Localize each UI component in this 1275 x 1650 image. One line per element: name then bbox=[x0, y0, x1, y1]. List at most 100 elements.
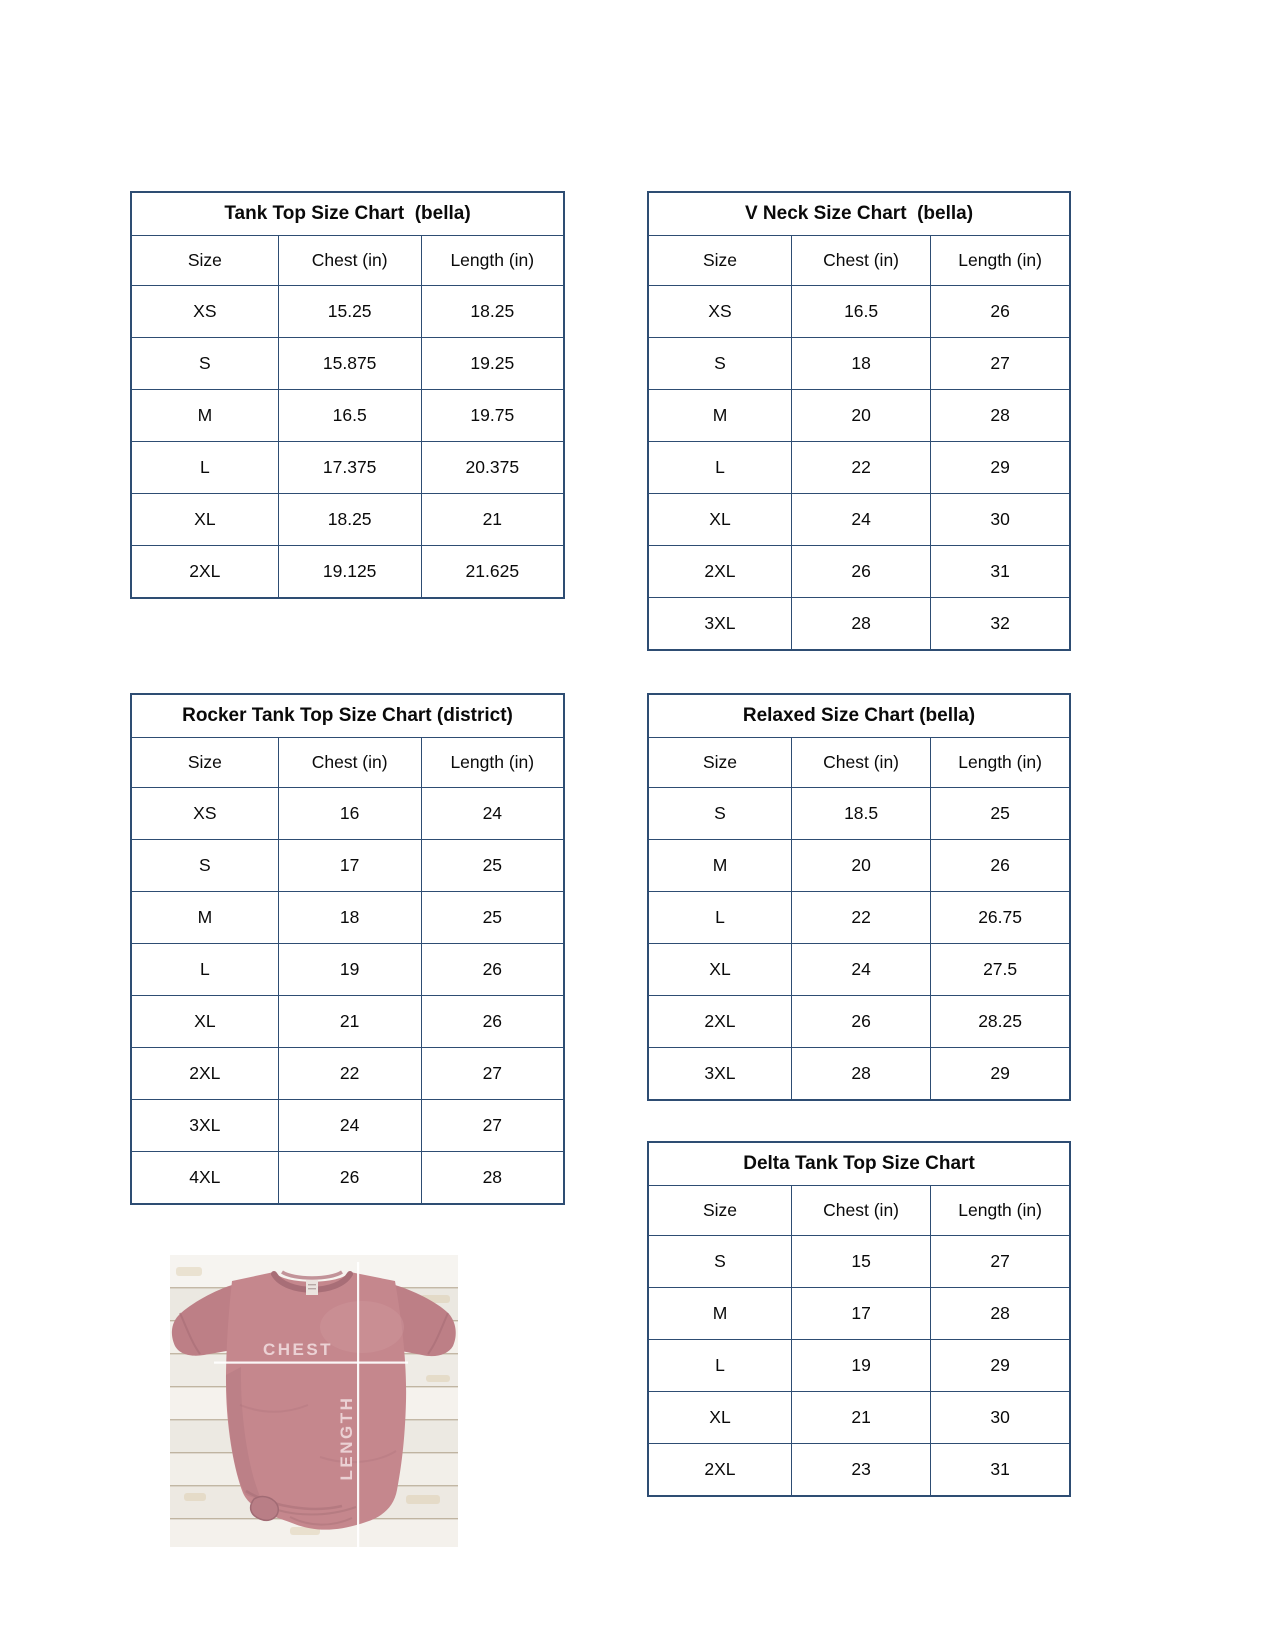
column-header: Chest (in) bbox=[790, 1185, 932, 1236]
size-cell: S bbox=[130, 337, 279, 390]
chest-cell: 21 bbox=[790, 1391, 932, 1444]
size-cell: M bbox=[647, 1287, 792, 1340]
chest-cell: 24 bbox=[790, 943, 932, 996]
chest-cell: 28 bbox=[790, 1047, 932, 1101]
table-title-row: Tank Top Size Chart (bella) bbox=[130, 191, 565, 236]
chest-cell: 15 bbox=[790, 1235, 932, 1288]
table-row: 2XL 26 28.25 bbox=[647, 995, 1071, 1048]
size-cell: S bbox=[647, 1235, 792, 1288]
length-cell: 29 bbox=[930, 441, 1071, 494]
relaxed-size-chart-table: Relaxed Size Chart (bella) Size Chest (in)… bbox=[647, 693, 1071, 1101]
length-cell: 27 bbox=[930, 337, 1071, 390]
length-cell: 24 bbox=[420, 787, 565, 840]
table-row: S 17 25 bbox=[130, 839, 565, 892]
table-header-row: Size Chest (in) Length (in) bbox=[130, 235, 565, 286]
table-row: 3XL 24 27 bbox=[130, 1099, 565, 1152]
shirt-measurement-illustration: CHEST LENGTH bbox=[170, 1255, 458, 1547]
column-header: Size bbox=[647, 737, 792, 788]
table-row: M 17 28 bbox=[647, 1287, 1071, 1340]
chest-cell: 16.5 bbox=[277, 389, 422, 442]
size-cell: S bbox=[647, 337, 792, 390]
column-header: Size bbox=[130, 235, 279, 286]
table-row: L 19 26 bbox=[130, 943, 565, 996]
column-header: Chest (in) bbox=[790, 737, 932, 788]
length-cell: 32 bbox=[930, 597, 1071, 651]
chest-cell: 18.25 bbox=[277, 493, 422, 546]
table-header-row: Size Chest (in) Length (in) bbox=[647, 1185, 1071, 1236]
size-cell: S bbox=[130, 839, 279, 892]
table-row: L 22 26.75 bbox=[647, 891, 1071, 944]
length-cell: 27.5 bbox=[930, 943, 1071, 996]
size-chart-table: Relaxed Size Chart (bella) Size Chest (in)… bbox=[647, 693, 1071, 1101]
table-row: XL 18.25 21 bbox=[130, 493, 565, 546]
chest-cell: 28 bbox=[790, 597, 932, 651]
size-cell: L bbox=[647, 891, 792, 944]
size-cell: XL bbox=[647, 943, 792, 996]
size-cell: XS bbox=[130, 787, 279, 840]
table-row: 3XL 28 29 bbox=[647, 1047, 1071, 1101]
length-cell: 27 bbox=[420, 1047, 565, 1100]
table-row: M 20 26 bbox=[647, 839, 1071, 892]
table-row: XS 16 24 bbox=[130, 787, 565, 840]
measurement-guides: CHEST LENGTH bbox=[214, 1262, 408, 1547]
length-cell: 29 bbox=[930, 1047, 1071, 1101]
length-cell: 26 bbox=[420, 943, 565, 996]
size-cell: 2XL bbox=[130, 1047, 279, 1100]
table-row: S 18.5 25 bbox=[647, 787, 1071, 840]
chest-cell: 20 bbox=[790, 839, 932, 892]
chest-cell: 20 bbox=[790, 389, 932, 442]
column-header: Length (in) bbox=[930, 235, 1071, 286]
table-title: Delta Tank Top Size Chart bbox=[647, 1141, 1071, 1186]
t-shirt bbox=[171, 1270, 456, 1530]
size-cell: 2XL bbox=[647, 1443, 792, 1497]
length-cell: 25 bbox=[420, 839, 565, 892]
length-cell: 19.25 bbox=[420, 337, 565, 390]
column-header: Length (in) bbox=[930, 737, 1071, 788]
table-row: 3XL 28 32 bbox=[647, 597, 1071, 651]
table-title-row: V Neck Size Chart (bella) bbox=[647, 191, 1071, 236]
length-label: LENGTH bbox=[337, 1396, 356, 1481]
column-header: Size bbox=[647, 235, 792, 286]
length-cell: 30 bbox=[930, 1391, 1071, 1444]
size-cell: L bbox=[647, 1339, 792, 1392]
length-cell: 26.75 bbox=[930, 891, 1071, 944]
chest-cell: 26 bbox=[277, 1151, 422, 1205]
chest-cell: 17 bbox=[277, 839, 422, 892]
table-row: L 19 29 bbox=[647, 1339, 1071, 1392]
rocker-tank-top-size-chart-table: Rocker Tank Top Size Chart (district) Siz… bbox=[130, 693, 565, 1205]
size-cell: 2XL bbox=[647, 545, 792, 598]
chest-cell: 21 bbox=[277, 995, 422, 1048]
table-title-row: Rocker Tank Top Size Chart (district) bbox=[130, 693, 565, 738]
chest-cell: 19 bbox=[790, 1339, 932, 1392]
size-cell: XL bbox=[130, 995, 279, 1048]
chest-label: CHEST bbox=[263, 1340, 333, 1359]
size-cell: XL bbox=[647, 493, 792, 546]
length-cell: 28 bbox=[930, 1287, 1071, 1340]
table-row: M 16.5 19.75 bbox=[130, 389, 565, 442]
column-header: Size bbox=[130, 737, 279, 788]
size-cell: 2XL bbox=[647, 995, 792, 1048]
table-title-row: Relaxed Size Chart (bella) bbox=[647, 693, 1071, 738]
table-row: XL 21 30 bbox=[647, 1391, 1071, 1444]
length-cell: 21.625 bbox=[420, 545, 565, 599]
table-row: S 15 27 bbox=[647, 1235, 1071, 1288]
length-cell: 28 bbox=[930, 389, 1071, 442]
table-row: XS 16.5 26 bbox=[647, 285, 1071, 338]
length-cell: 26 bbox=[930, 839, 1071, 892]
chest-cell: 18 bbox=[790, 337, 932, 390]
left-sleeve bbox=[171, 1285, 232, 1356]
length-cell: 21 bbox=[420, 493, 565, 546]
chest-cell: 16 bbox=[277, 787, 422, 840]
chest-cell: 22 bbox=[277, 1047, 422, 1100]
chest-cell: 22 bbox=[790, 891, 932, 944]
length-cell: 20.375 bbox=[420, 441, 565, 494]
table-row: XL 24 30 bbox=[647, 493, 1071, 546]
size-cell: S bbox=[647, 787, 792, 840]
length-measure-line bbox=[357, 1262, 360, 1547]
chest-cell: 26 bbox=[790, 995, 932, 1048]
length-cell: 28.25 bbox=[930, 995, 1071, 1048]
chest-cell: 24 bbox=[277, 1099, 422, 1152]
chest-cell: 19.125 bbox=[277, 545, 422, 599]
length-cell: 26 bbox=[420, 995, 565, 1048]
